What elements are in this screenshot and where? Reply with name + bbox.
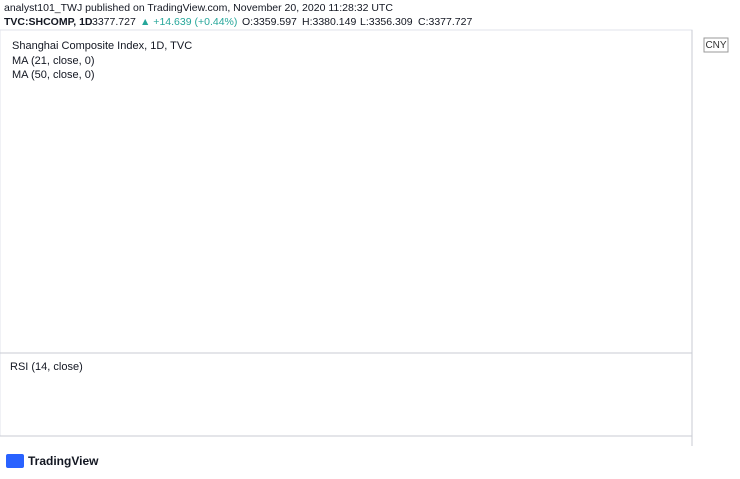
legend-ma21: MA (21, close, 0) bbox=[12, 55, 95, 67]
ohlc-open: O:3359.597 bbox=[242, 16, 297, 28]
ohlc-high: H:3380.149 bbox=[302, 16, 356, 28]
ohlc-close: C:3377.727 bbox=[418, 16, 472, 28]
logo: TradingView bbox=[28, 454, 99, 468]
publisher: analyst101_TWJ published on TradingView.… bbox=[4, 2, 393, 14]
change: ▲ +14.639 (+0.44%) bbox=[140, 16, 237, 28]
last: 3377.727 bbox=[92, 16, 136, 28]
legend-ma50: MA (50, close, 0) bbox=[12, 69, 95, 81]
ohlc-low: L:3356.309 bbox=[360, 16, 413, 28]
currency-box bbox=[703, 37, 729, 53]
logo-icon bbox=[6, 454, 24, 468]
symbol: TVC:SHCOMP, 1D bbox=[4, 16, 93, 28]
currency: CNY bbox=[705, 40, 726, 51]
chart-title: Shanghai Composite Index, 1D, TVC bbox=[12, 40, 192, 52]
rsi-title: RSI (14, close) bbox=[10, 361, 83, 373]
